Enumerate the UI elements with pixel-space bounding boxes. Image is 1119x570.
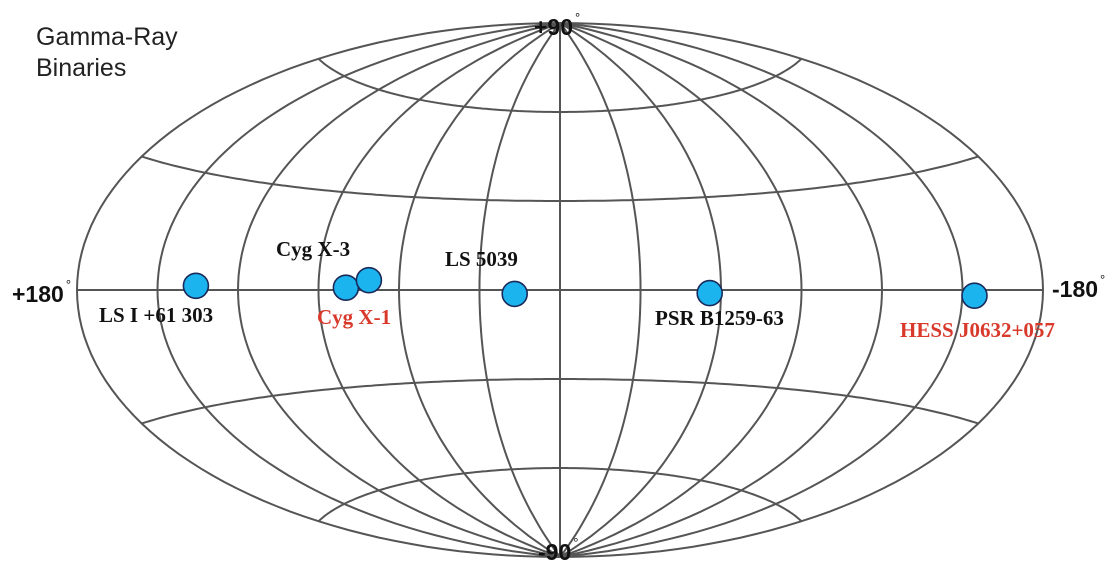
longitude-left-label: +180 ° (12, 277, 72, 307)
source-markers (182, 266, 988, 310)
coordinate-grid (75, 22, 1045, 558)
source-label-psr-b1259-63: PSR B1259-63 (655, 306, 784, 330)
source-marker (501, 280, 529, 308)
source-label-ls-i-61-303: LS I +61 303 (99, 303, 214, 327)
source-marker (961, 282, 988, 310)
source-label-cyg-x-3: Cyg X-3 (276, 237, 351, 261)
longitude-right-label: -180 ° (1052, 272, 1106, 302)
parallel-line (317, 58, 803, 113)
latitude-top-label: +90 ° (534, 10, 581, 40)
source-label-hess-j0632-057: HESS J0632+057 (900, 318, 1055, 342)
source-marker (696, 279, 724, 307)
map-title-line-1: Gamma-Ray (36, 23, 178, 51)
parallel-line (141, 378, 979, 425)
source-marker (332, 274, 360, 302)
parallel-line (317, 467, 803, 522)
source-label-ls-5039: LS 5039 (445, 247, 518, 271)
map-title-line-2: Binaries (36, 54, 127, 82)
latitude-bottom-label: -90 ° (538, 535, 579, 565)
map-title: Gamma-Ray Binaries (36, 22, 178, 84)
source-marker (182, 272, 210, 300)
source-label-cyg-x-1: Cyg X-1 (317, 305, 392, 329)
parallel-line (141, 155, 979, 202)
source-marker (355, 266, 383, 294)
